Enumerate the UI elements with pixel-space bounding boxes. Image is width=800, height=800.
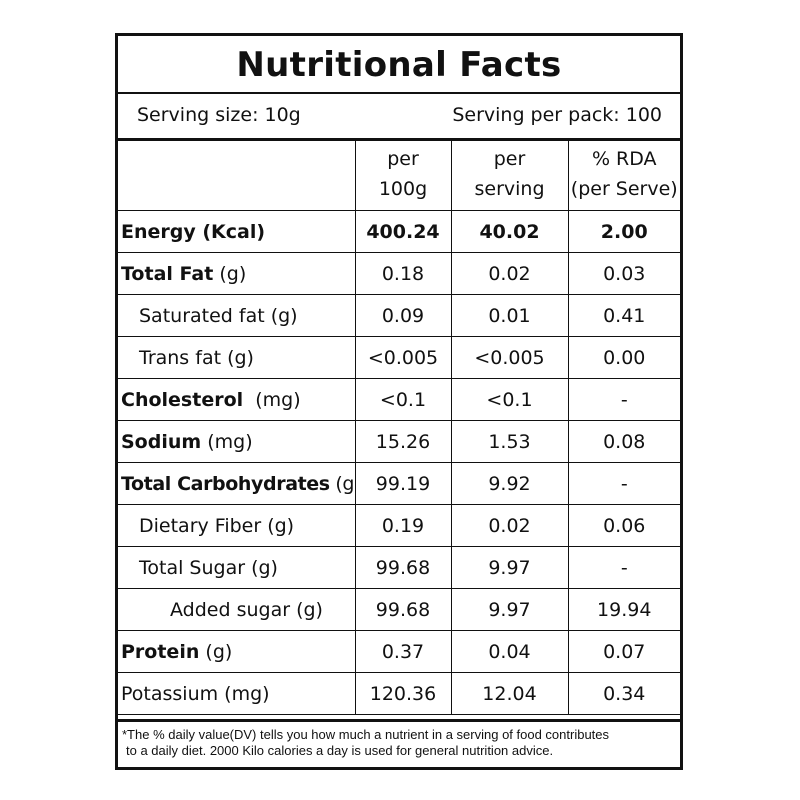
nutrient-unit: (mg) (207, 430, 253, 453)
row-label: Cholesterol (mg) (118, 378, 356, 421)
nutrient-name: Dietary Fiber (g) (139, 514, 295, 537)
value-rda: 0.03 (567, 252, 680, 295)
value-rda: 0.08 (567, 420, 680, 463)
nutrient-unit: (g) (335, 472, 355, 495)
nutrient-name: Energy (Kcal) (121, 220, 266, 243)
header-per-100g-line2: 100g (378, 178, 428, 200)
value-per-serving: 1.53 (450, 420, 569, 463)
table-header-row: per 100g per serving % RDA (per Serve) (118, 138, 680, 211)
nutrition-label: Nutritional Facts Serving size: 10g Serv… (115, 33, 683, 770)
row-label: Trans fat (g) (118, 336, 356, 379)
table-row: Cholesterol (mg) <0.1 <0.1 - (118, 378, 680, 421)
footnote-line-1: *The % daily value(DV) tells you how muc… (122, 727, 610, 742)
value-per-serving: 0.02 (450, 252, 569, 295)
row-label: Added sugar (g) (118, 588, 356, 631)
value-rda: 19.94 (567, 588, 680, 631)
table-row: Added sugar (g) 99.68 9.97 19.94 (118, 588, 680, 631)
nutrient-name: Saturated fat (g) (139, 304, 298, 327)
value-rda: - (567, 462, 680, 505)
nutrient-name: Protein (121, 640, 200, 663)
table-row: Trans fat (g) <0.005 <0.005 0.00 (118, 336, 680, 379)
row-label: Total Carbohydrates (g) (118, 462, 356, 505)
nutrient-name: Total Fat (121, 262, 214, 285)
value-per-100g: 15.26 (354, 420, 452, 463)
value-rda: 2.00 (567, 210, 680, 253)
value-per-serving: 0.04 (450, 630, 569, 673)
value-rda: 0.34 (567, 672, 680, 715)
table-row: Dietary Fiber (g) 0.19 0.02 0.06 (118, 504, 680, 547)
value-per-serving: 9.97 (450, 546, 569, 589)
value-per-serving: 9.92 (450, 462, 569, 505)
nutrient-unit: (mg) (255, 388, 301, 411)
value-per-100g: 0.18 (354, 252, 452, 295)
table-row: Energy (Kcal) 400.24 40.02 2.00 (118, 210, 680, 253)
nutrient-name: Sodium (121, 430, 202, 453)
row-label: Total Sugar (g) (118, 546, 356, 589)
value-rda: - (567, 546, 680, 589)
row-label: Sodium (mg) (118, 420, 356, 463)
serving-per-pack: Serving per pack: 100 (452, 104, 662, 126)
nutrient-unit: (g) (219, 262, 247, 285)
value-rda: 0.41 (567, 294, 680, 337)
value-per-100g: 0.09 (354, 294, 452, 337)
header-per-100g-line1: per (387, 148, 419, 170)
value-per-serving: <0.1 (450, 378, 569, 421)
nutrient-name: Potassium (mg) (121, 682, 270, 705)
row-label: Saturated fat (g) (118, 294, 356, 337)
value-per-serving: 0.01 (450, 294, 569, 337)
value-per-serving: 0.02 (450, 504, 569, 547)
row-label: Total Fat (g) (118, 252, 356, 295)
value-rda: 0.06 (567, 504, 680, 547)
row-label: Protein (g) (118, 630, 356, 673)
table-row: Sodium (mg) 15.26 1.53 0.08 (118, 420, 680, 463)
row-label: Potassium (mg) (118, 672, 356, 715)
value-per-100g: 0.37 (354, 630, 452, 673)
value-per-100g: 120.36 (354, 672, 452, 715)
value-per-100g: 99.19 (354, 462, 452, 505)
label-title: Nutritional Facts (118, 36, 680, 94)
value-per-serving: <0.005 (450, 336, 569, 379)
value-per-100g: 0.19 (354, 504, 452, 547)
nutrient-name: Cholesterol (121, 388, 244, 411)
serving-size: Serving size: 10g (137, 104, 301, 126)
header-empty-cell (118, 138, 356, 211)
table-row: Total Sugar (g) 99.68 9.97 - (118, 546, 680, 589)
header-per-serving-line2: serving (474, 178, 545, 200)
value-per-100g: 400.24 (354, 210, 452, 253)
table-row: Total Fat (g) 0.18 0.02 0.03 (118, 252, 680, 295)
header-rda: % RDA (per Serve) (567, 138, 680, 211)
table-row: Potassium (mg) 120.36 12.04 0.34 (118, 672, 680, 715)
value-per-100g: <0.1 (354, 378, 452, 421)
value-per-serving: 12.04 (450, 672, 569, 715)
table-row: Total Carbohydrates (g) 99.19 9.92 - (118, 462, 680, 505)
row-label: Dietary Fiber (g) (118, 504, 356, 547)
footnote: *The % daily value(DV) tells you how muc… (118, 719, 680, 770)
table-row: Protein (g) 0.37 0.04 0.07 (118, 630, 680, 673)
nutrient-unit: (g) (205, 640, 233, 663)
table-row: Saturated fat (g) 0.09 0.01 0.41 (118, 294, 680, 337)
nutrition-table: per 100g per serving % RDA (per Serve) E… (118, 138, 680, 715)
value-rda: 0.07 (567, 630, 680, 673)
header-per-100g: per 100g (354, 138, 452, 211)
header-rda-line2: (per Serve) (570, 178, 678, 200)
header-per-serving-line1: per (493, 148, 526, 170)
value-per-serving: 40.02 (450, 210, 569, 253)
value-rda: - (567, 378, 680, 421)
value-per-100g: 99.68 (354, 546, 452, 589)
value-per-100g: 99.68 (354, 588, 452, 631)
nutrient-name: Trans fat (g) (139, 346, 254, 369)
serving-info: Serving size: 10g Serving per pack: 100 (118, 92, 680, 141)
value-per-100g: <0.005 (354, 336, 452, 379)
value-per-serving: 9.97 (450, 588, 569, 631)
nutrient-name: Total Sugar (g) (139, 556, 278, 579)
header-per-serving: per serving (450, 138, 569, 211)
value-rda: 0.00 (567, 336, 680, 379)
footnote-line-2: to a daily diet. 2000 Kilo calories a da… (126, 743, 554, 758)
row-label: Energy (Kcal) (118, 210, 356, 253)
nutrient-name: Added sugar (g) (170, 598, 323, 621)
nutrient-name: Total Carbohydrates (121, 472, 330, 495)
header-rda-line1: % RDA (591, 148, 657, 170)
